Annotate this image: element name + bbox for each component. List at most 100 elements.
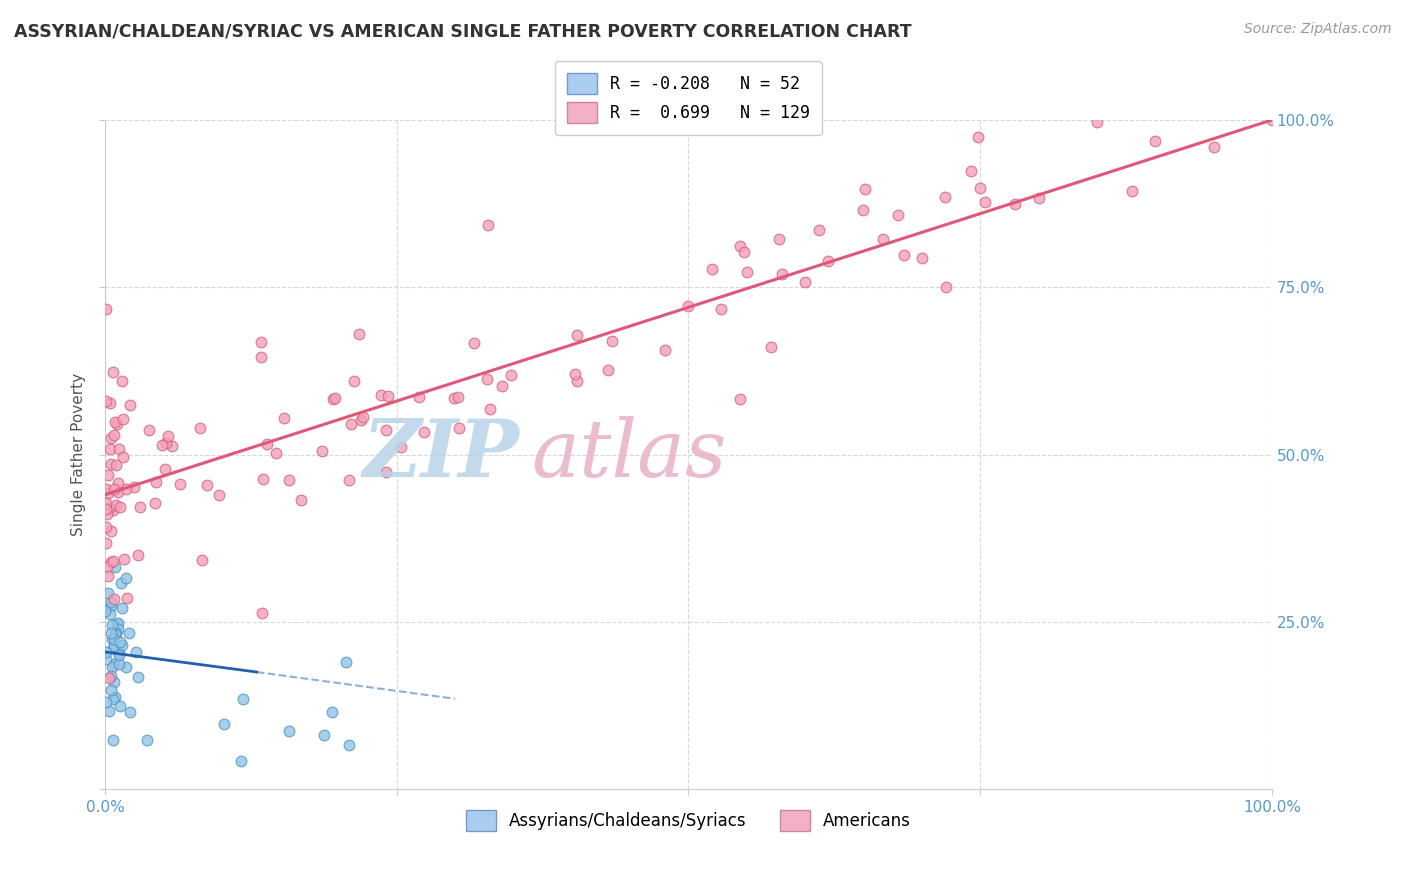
Point — [770, 267, 793, 281]
Point — [290, 493, 312, 508]
Point — [107, 475, 129, 490]
Point — [101, 503, 124, 517]
Point — [249, 335, 271, 350]
Point — [103, 482, 125, 496]
Point — [98, 395, 121, 409]
Point — [277, 473, 299, 487]
Point — [127, 670, 149, 684]
Point — [100, 618, 122, 632]
Point — [155, 436, 177, 450]
Point — [335, 655, 357, 669]
Point — [817, 254, 839, 268]
Point — [96, 502, 118, 516]
Point — [98, 442, 121, 456]
Point — [449, 420, 471, 434]
Point — [143, 496, 166, 510]
Point — [408, 390, 430, 404]
Point — [160, 439, 183, 453]
Point — [111, 638, 134, 652]
Point — [321, 705, 343, 719]
Point — [97, 704, 120, 718]
Y-axis label: Single Father Poverty: Single Father Poverty — [72, 373, 86, 536]
Point — [935, 280, 957, 294]
Point — [100, 555, 122, 569]
Point — [700, 261, 723, 276]
Point — [138, 423, 160, 437]
Point — [100, 632, 122, 646]
Point — [499, 368, 522, 383]
Point — [564, 368, 586, 382]
Point — [229, 754, 252, 768]
Point — [120, 705, 142, 719]
Point — [100, 682, 122, 697]
Point — [475, 372, 498, 386]
Point — [110, 500, 132, 514]
Point — [374, 423, 396, 437]
Point — [108, 648, 131, 663]
Point — [97, 486, 120, 500]
Point — [710, 302, 733, 317]
Point — [94, 604, 117, 618]
Point — [101, 554, 124, 568]
Point — [96, 508, 118, 522]
Legend: R = -0.208   N = 52, R =  0.699   N = 129: R = -0.208 N = 52, R = 0.699 N = 129 — [555, 62, 821, 135]
Point — [337, 474, 360, 488]
Point — [250, 606, 273, 620]
Text: Source: ZipAtlas.com: Source: ZipAtlas.com — [1244, 22, 1392, 37]
Point — [114, 482, 136, 496]
Point — [1121, 184, 1143, 198]
Point — [349, 326, 371, 341]
Point — [108, 635, 131, 649]
Point — [108, 698, 131, 713]
Point — [273, 411, 295, 425]
Point — [350, 413, 373, 427]
Point — [152, 438, 174, 452]
Point — [967, 130, 990, 145]
Point — [94, 695, 117, 709]
Point — [100, 599, 122, 613]
Point — [107, 615, 129, 630]
Point — [127, 548, 149, 562]
Text: atlas: atlas — [531, 416, 727, 493]
Point — [118, 398, 141, 412]
Point — [97, 467, 120, 482]
Point — [491, 379, 513, 393]
Point — [96, 393, 118, 408]
Point — [105, 458, 128, 472]
Point — [96, 652, 118, 666]
Point — [101, 733, 124, 747]
Point — [735, 265, 758, 279]
Point — [122, 480, 145, 494]
Point — [103, 415, 125, 429]
Point — [370, 388, 392, 402]
Point — [145, 475, 167, 489]
Point — [852, 202, 875, 217]
Point — [188, 421, 211, 435]
Point — [565, 328, 588, 343]
Point — [100, 524, 122, 539]
Point — [110, 601, 132, 615]
Point — [96, 559, 118, 574]
Point — [107, 646, 129, 660]
Point — [98, 501, 121, 516]
Point — [413, 425, 436, 439]
Point — [463, 336, 485, 351]
Point — [389, 440, 412, 454]
Point — [100, 595, 122, 609]
Point — [278, 724, 301, 739]
Point — [104, 627, 127, 641]
Point — [107, 442, 129, 456]
Point — [911, 251, 934, 265]
Point — [208, 488, 231, 502]
Point — [887, 208, 910, 222]
Point — [853, 182, 876, 196]
Point — [96, 496, 118, 510]
Point — [1085, 114, 1108, 128]
Text: ASSYRIAN/CHALDEAN/SYRIAC VS AMERICAN SINGLE FATHER POVERTY CORRELATION CHART: ASSYRIAN/CHALDEAN/SYRIAC VS AMERICAN SIN… — [14, 22, 911, 40]
Point — [807, 223, 830, 237]
Point — [600, 334, 623, 349]
Point — [96, 536, 118, 550]
Point — [872, 231, 894, 245]
Point — [107, 417, 129, 431]
Point — [728, 239, 751, 253]
